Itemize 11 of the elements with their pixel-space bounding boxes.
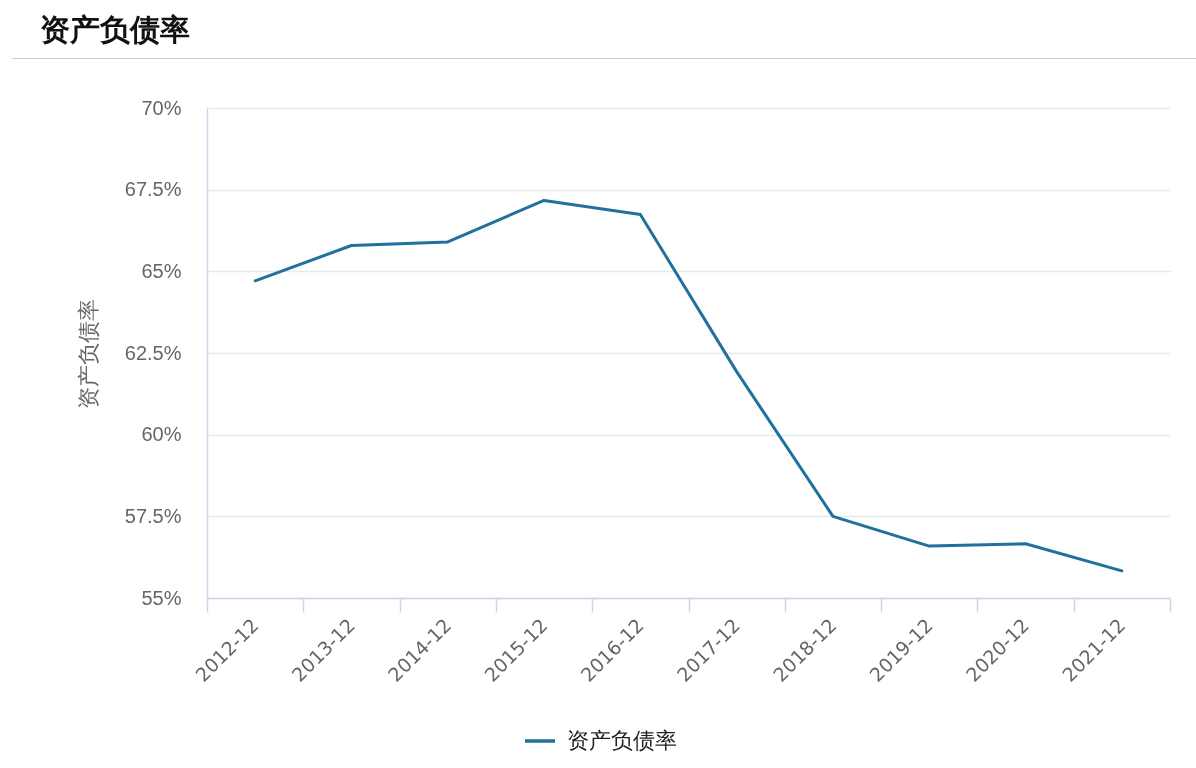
y-axis-title: 资产负债率 [75,298,101,409]
y-tick-label: 55% [141,586,182,609]
legend-label: 资产负债率 [567,728,677,753]
y-tick-label: 62.5% [124,341,182,364]
y-tick-label: 70% [141,96,182,119]
chart-title: 资产负债率 [40,13,190,46]
line-series [253,198,1124,573]
y-tick-label: 57.5% [124,504,182,527]
y-tick-label: 60% [141,423,182,446]
y-tick-label: 67.5% [124,178,182,201]
y-tick-label: 65% [141,259,182,282]
